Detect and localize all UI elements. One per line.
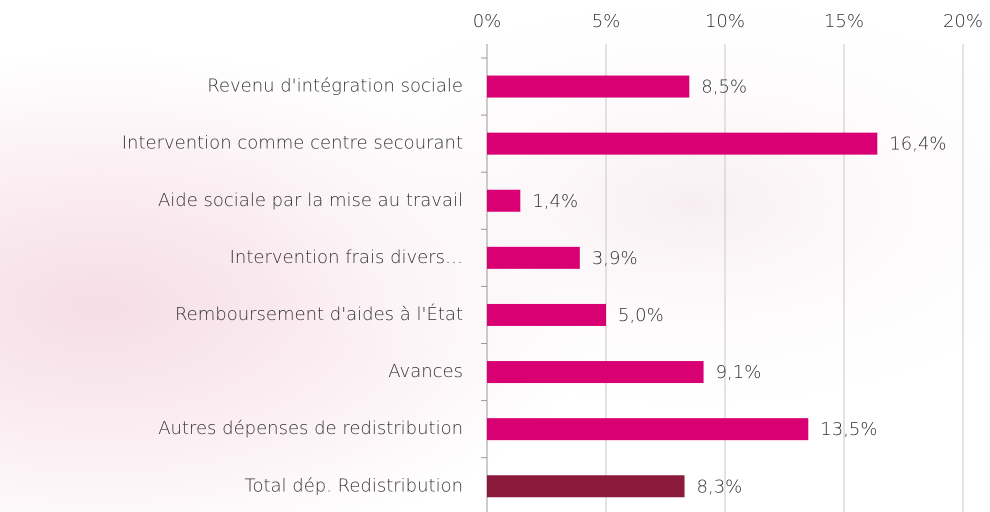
bar [487, 132, 878, 155]
bar [487, 303, 606, 326]
y-tick-label: Remboursement d'aides à l'État [175, 303, 463, 325]
y-tick-label: Revenu d'intégration sociale [207, 76, 463, 97]
y-tick-label: Total dép. Redistribution [245, 475, 463, 496]
data-label: 1,4% [532, 191, 578, 212]
x-tick-label: 15% [824, 11, 864, 32]
x-tick-label: 10% [705, 11, 745, 32]
data-label: 8,3% [697, 476, 743, 497]
y-tick-label: Intervention comme centre secourant [122, 133, 463, 154]
bar [487, 475, 685, 498]
data-label: 5,0% [618, 305, 664, 326]
y-tick-label: Autres dépenses de redistribution [158, 418, 463, 439]
y-tick-label: Aide sociale par la mise au travail [158, 190, 463, 211]
x-tick-label: 20% [943, 11, 983, 32]
bar [487, 75, 690, 98]
bar [487, 189, 521, 212]
data-label: 8,5% [701, 77, 747, 98]
data-label: 16,4% [889, 134, 946, 155]
data-label: 9,1% [716, 362, 762, 383]
data-label: 13,5% [820, 419, 877, 440]
x-tick-label: 0% [473, 11, 502, 32]
y-tick-label: Avances [388, 361, 463, 382]
data-label: 3,9% [592, 248, 638, 269]
y-tick-label: Intervention frais divers… [230, 247, 463, 268]
bar [487, 418, 809, 441]
bar [487, 361, 704, 384]
x-tick-label: 5% [592, 11, 621, 32]
bar [487, 246, 580, 269]
